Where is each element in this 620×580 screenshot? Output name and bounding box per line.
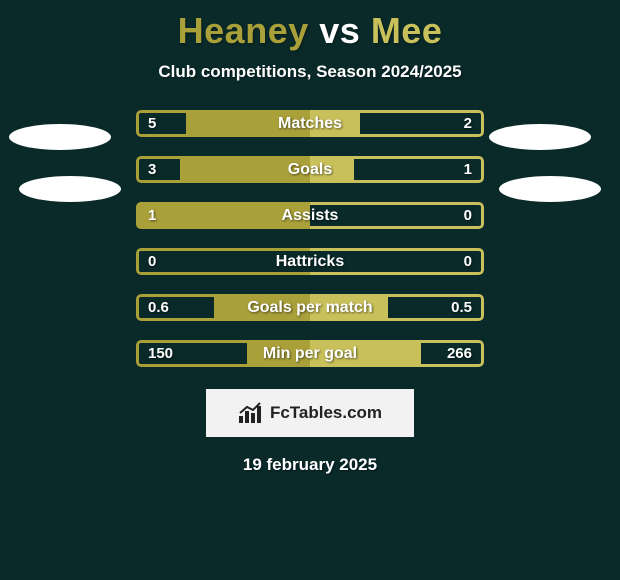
comparison-chart: 52Matches 31Goals 10Assists 00Hattricks 0.60… <box>136 110 484 367</box>
stat-row: 52Matches <box>136 110 484 137</box>
avatar-oval <box>19 176 121 202</box>
watermark-text: FcTables.com <box>270 403 382 423</box>
comparison-title: Heaney vs Mee <box>0 0 620 52</box>
stat-row: 31Goals <box>136 156 484 183</box>
stat-row: 150266Min per goal <box>136 340 484 367</box>
date: 19 february 2025 <box>0 455 620 475</box>
stat-row: 0.60.5Goals per match <box>136 294 484 321</box>
stat-label: Goals per match <box>136 294 484 321</box>
stat-row: 10Assists <box>136 202 484 229</box>
stat-label: Min per goal <box>136 340 484 367</box>
avatar-oval <box>499 176 601 202</box>
stat-label: Goals <box>136 156 484 183</box>
player1-name: Heaney <box>178 10 309 51</box>
subtitle: Club competitions, Season 2024/2025 <box>0 62 620 82</box>
watermark: FcTables.com <box>206 389 414 437</box>
avatar-oval <box>489 124 591 150</box>
player2-name: Mee <box>371 10 443 51</box>
stat-row: 00Hattricks <box>136 248 484 275</box>
vs-text: vs <box>319 10 360 51</box>
stat-label: Hattricks <box>136 248 484 275</box>
stat-label: Assists <box>136 202 484 229</box>
stat-label: Matches <box>136 110 484 137</box>
fctables-icon <box>238 402 264 424</box>
avatar-oval <box>9 124 111 150</box>
